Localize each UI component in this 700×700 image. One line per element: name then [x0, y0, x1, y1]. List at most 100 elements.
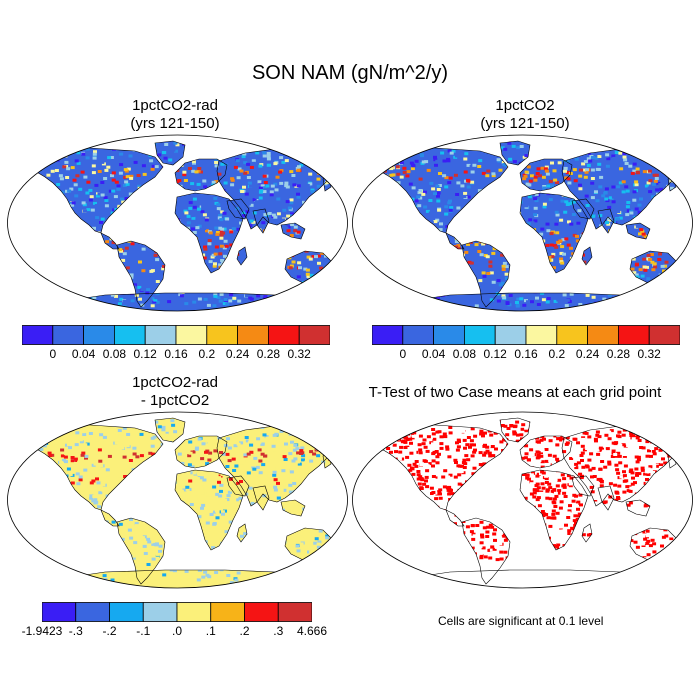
- figure-title: SON NAM (gN/m^2/y): [251, 62, 449, 84]
- colorbar-diff: [42, 602, 312, 622]
- colorbar-swatch: [144, 325, 177, 345]
- significance-note: Cells are significant at 0.1 level: [438, 614, 604, 628]
- landmass-greenland: [155, 141, 185, 165]
- panel-title-line: 1pctCO2-rad: [132, 97, 218, 114]
- map-frame: [352, 134, 693, 312]
- panel-title-1pctco2-rad: 1pctCO2-rad (yrs 121-150): [50, 97, 300, 133]
- landmass-greenland: [155, 418, 185, 442]
- colorbar-swatch: [75, 602, 110, 622]
- colorbar-label: 0.32: [637, 347, 661, 361]
- colorbar-main-right: [372, 325, 680, 345]
- map-frame: [7, 134, 348, 312]
- colorbar-swatch: [587, 325, 619, 345]
- colorbar-label: 0.08: [452, 347, 477, 361]
- landmass-new-zealand: [337, 558, 345, 572]
- colorbar-label: 0.28: [256, 347, 281, 361]
- colorbar-label: 0.2: [198, 347, 216, 361]
- colorbar-label: 0: [49, 347, 57, 361]
- colorbar-swatch: [617, 325, 650, 345]
- panel-title-line: 1pctCO2-rad: [132, 374, 218, 391]
- colorbar-main-left: [22, 325, 330, 345]
- map-panel-1pctco2-rad: [7, 134, 348, 312]
- colorbar-label: 0.12: [133, 347, 157, 361]
- colorbar-swatch: [176, 602, 212, 622]
- colorbar-swatch: [22, 325, 54, 345]
- colorbar-label: 0.32: [287, 347, 311, 361]
- colorbar-swatch: [83, 325, 115, 345]
- colorbar-label: 0.16: [164, 347, 188, 361]
- colorbar-label: .0: [171, 624, 182, 638]
- colorbar-label: -1.9423: [21, 624, 63, 638]
- panel-title-line: 1pctCO2: [495, 97, 555, 114]
- colorbar-swatch: [433, 325, 465, 345]
- colorbar-label: 0.12: [483, 347, 507, 361]
- colorbar-label: 0.24: [225, 347, 250, 361]
- colorbar-label: -.2: [102, 624, 117, 638]
- colorbar-labels-right: 0 0.04 0.08 0.12 0.16 0.2 0.24 0.28 0.32: [372, 347, 680, 363]
- map-panel-1pctco2: [352, 134, 693, 312]
- landmass-arabia: [227, 476, 249, 496]
- landmass-new-zealand: [337, 281, 345, 295]
- colorbar-label: .3: [273, 624, 284, 638]
- landmass-new-zealand: [682, 281, 690, 295]
- map-panel-ttest: [352, 411, 693, 589]
- colorbar-swatch: [142, 602, 178, 622]
- colorbar-swatch: [244, 602, 279, 622]
- landmass-madagascar: [582, 247, 592, 265]
- landmass-madagascar: [237, 247, 247, 265]
- panel-title-line: T-Test of two Case means at each grid po…: [368, 384, 662, 401]
- colorbar-swatch: [210, 602, 245, 622]
- panel-title-difference: 1pctCO2-rad - 1pctCO2: [50, 374, 300, 410]
- colorbar-swatch: [277, 602, 312, 622]
- panel-title-ttest: T-Test of two Case means at each grid po…: [350, 384, 680, 402]
- colorbar-swatch: [175, 325, 208, 345]
- colorbar-label: 0.28: [606, 347, 631, 361]
- landmass-south-america: [117, 241, 165, 307]
- colorbar-swatch: [114, 325, 146, 345]
- landmass-india: [598, 486, 614, 510]
- colorbar-swatch: [237, 325, 269, 345]
- colorbar-swatch: [298, 325, 330, 345]
- colorbar-swatch: [648, 325, 680, 345]
- panel-title-line: (yrs 121-150): [480, 115, 570, 132]
- colorbar-label: 0.04: [71, 347, 96, 361]
- colorbar-label: 0.24: [575, 347, 600, 361]
- landmass-central-america: [101, 233, 119, 249]
- landmass-north-america: [23, 147, 163, 233]
- panel-title-line: (yrs 121-150): [130, 115, 220, 132]
- panel-title-1pctco2: 1pctCO2 (yrs 121-150): [400, 97, 650, 133]
- colorbar-swatch: [267, 325, 300, 345]
- colorbar-label: 0: [399, 347, 407, 361]
- colorbar-swatch: [42, 602, 77, 622]
- colorbar-swatch: [556, 325, 589, 345]
- colorbar-label: .1: [205, 624, 216, 638]
- landmass-new-zealand: [682, 558, 690, 572]
- colorbar-swatch: [52, 325, 84, 345]
- colorbar-label: 0.08: [102, 347, 127, 361]
- landmass-india: [253, 486, 269, 510]
- colorbar-swatch: [402, 325, 434, 345]
- colorbar-label: 4.666: [296, 624, 328, 638]
- map-frame: [352, 411, 693, 589]
- landmass-europe: [175, 436, 227, 468]
- landmass-madagascar: [582, 524, 592, 542]
- colorbar-label: -.1: [136, 624, 151, 638]
- landmass-south-america: [462, 241, 510, 307]
- landmass-antarctica: [65, 570, 305, 588]
- colorbar-swatch: [372, 325, 404, 345]
- colorbar-label: .2: [239, 624, 250, 638]
- map-frame: [7, 411, 348, 589]
- colorbar-swatch: [494, 325, 527, 345]
- colorbar-swatch: [464, 325, 496, 345]
- colorbar-label: 0.04: [421, 347, 446, 361]
- panel-title-line: - 1pctCO2: [140, 392, 210, 409]
- colorbar-label: -.3: [68, 624, 83, 638]
- colorbar-label: 0.2: [548, 347, 566, 361]
- colorbar-swatch: [525, 325, 558, 345]
- colorbar-labels-left: 0 0.04 0.08 0.12 0.16 0.2 0.24 0.28 0.32: [22, 347, 330, 363]
- colorbar-swatch: [206, 325, 239, 345]
- map-panel-difference: [7, 411, 348, 589]
- landmass-antarctica: [410, 570, 650, 588]
- colorbar-label: 0.16: [514, 347, 538, 361]
- colorbar-swatch: [109, 602, 144, 622]
